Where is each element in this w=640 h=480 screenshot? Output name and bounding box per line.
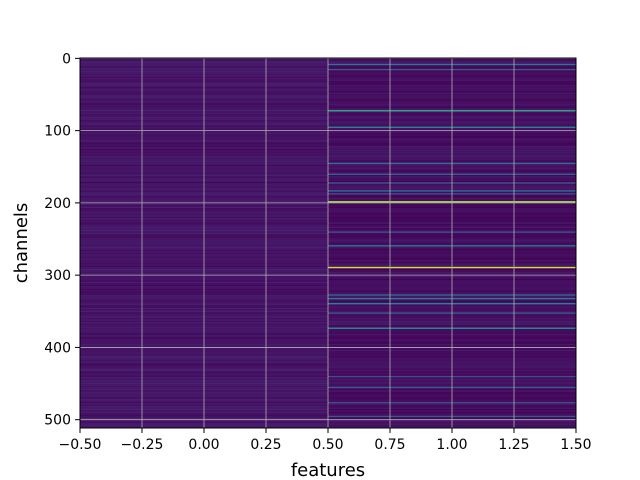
- y-tick-label: 500: [44, 413, 71, 429]
- y-tick-label: 100: [44, 124, 71, 140]
- x-tick-label: 0.50: [312, 437, 343, 453]
- x-tick-label: 0.25: [250, 437, 281, 453]
- x-tick-label: 0.75: [374, 437, 405, 453]
- grid-lines: [79, 57, 577, 428]
- x-axis-label: features: [291, 460, 365, 480]
- x-tick-label: 1.00: [436, 437, 467, 453]
- x-axis-ticks: −0.50 −0.25 0.00 0.25 0.50 0.75 1.00 1.25 1.50: [59, 428, 592, 453]
- y-tick-label: 200: [44, 196, 71, 212]
- x-tick-label: 0.00: [188, 437, 219, 453]
- x-tick-label: 1.25: [498, 437, 529, 453]
- y-axis-ticks: 0 100 200 300 400 500: [44, 51, 80, 429]
- x-tick-label: −0.25: [121, 437, 164, 453]
- x-tick-label: −0.50: [59, 437, 102, 453]
- y-tick-label: 300: [44, 268, 71, 284]
- y-tick-label: 0: [62, 51, 71, 67]
- y-tick-label: 400: [44, 340, 71, 356]
- y-axis-label: channels: [11, 203, 32, 284]
- x-tick-label: 1.50: [560, 437, 591, 453]
